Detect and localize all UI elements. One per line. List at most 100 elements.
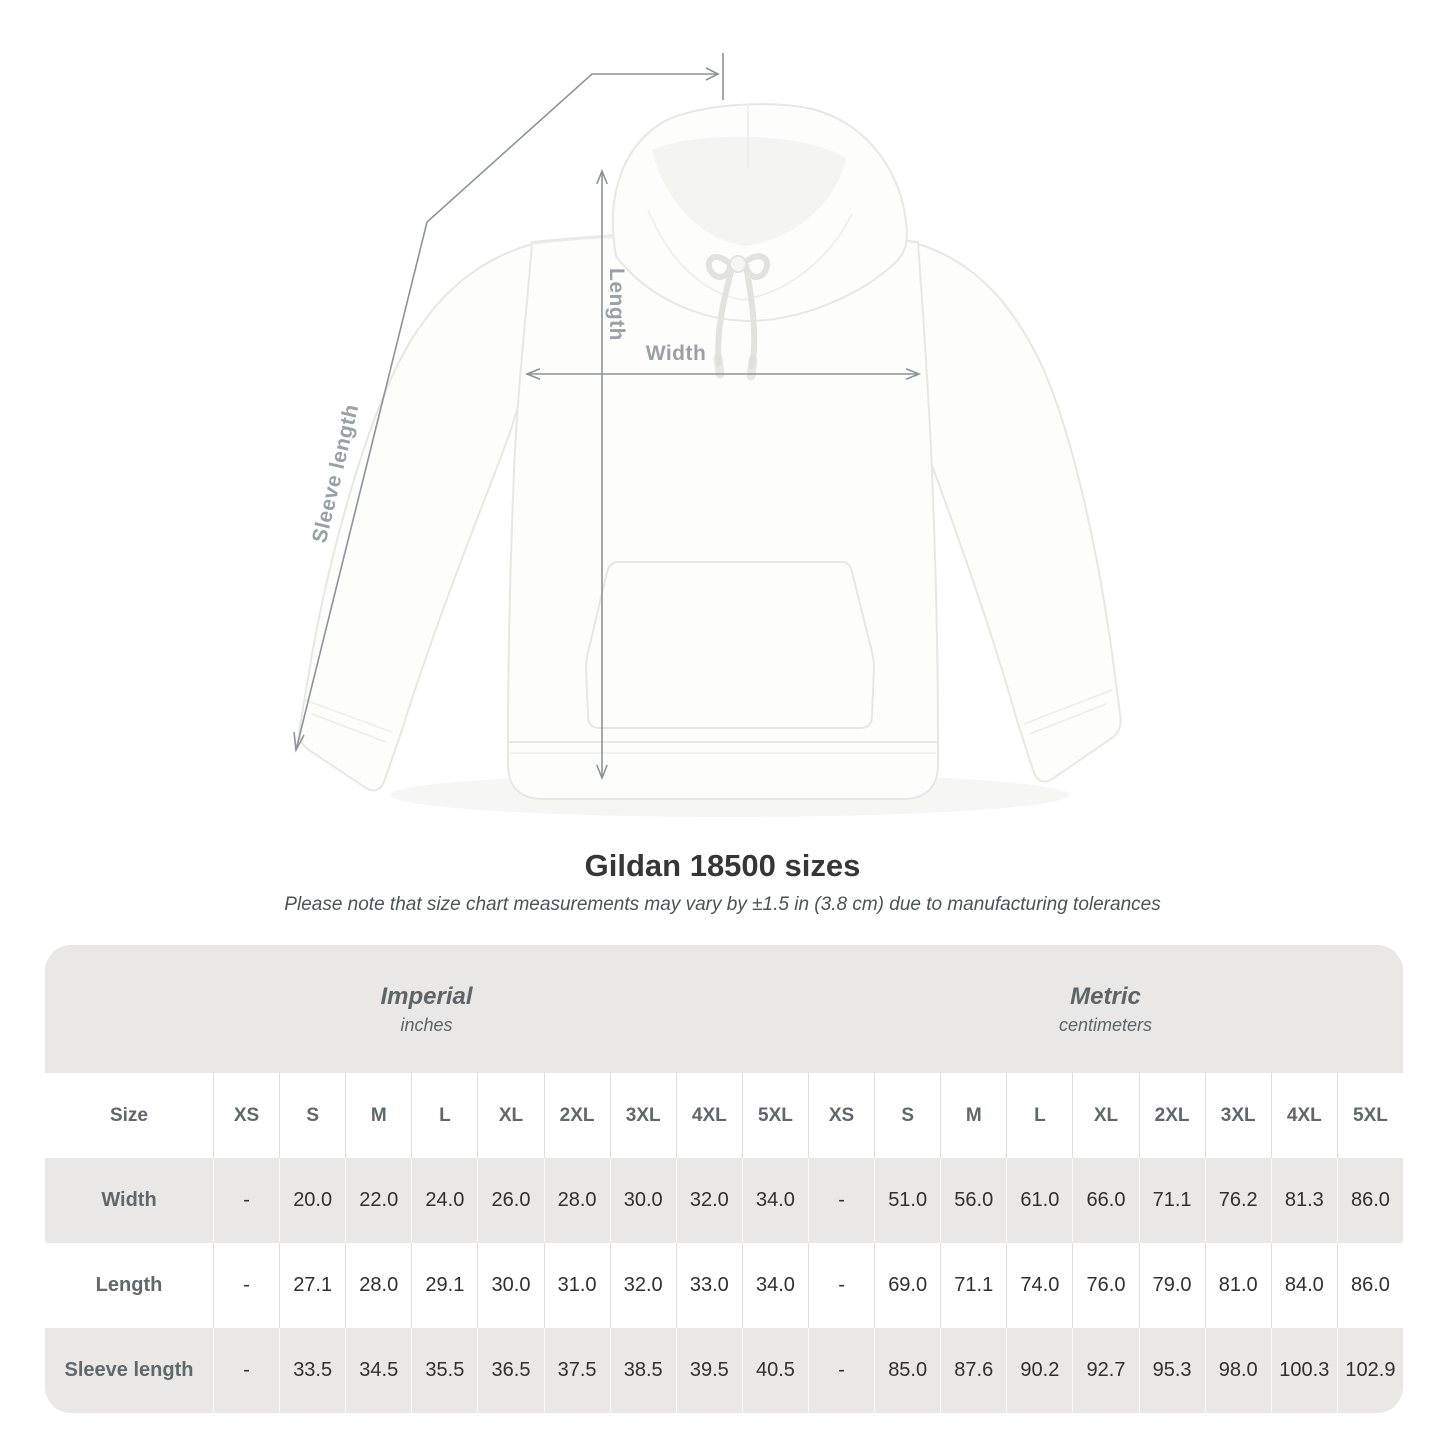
col-header-imperial-2xl: 2XL	[543, 1073, 610, 1158]
arrowhead	[596, 764, 608, 781]
cell: 32.0	[675, 1158, 742, 1243]
cell: 51.0	[874, 1158, 941, 1243]
col-header-metric-4xl: 4XL	[1270, 1073, 1337, 1158]
cell: 32.0	[609, 1243, 676, 1328]
arrowhead	[293, 731, 305, 753]
kangaroo-pocket	[584, 561, 876, 729]
length-label: Length	[605, 268, 628, 341]
cell: 76.2	[1204, 1158, 1271, 1243]
col-header-imperial-xs: XS	[213, 1073, 280, 1158]
cell: 34.5	[345, 1328, 412, 1413]
cell: 36.5	[477, 1328, 544, 1413]
row-label-length: Length	[45, 1243, 213, 1328]
cell: -	[213, 1158, 280, 1243]
cell: -	[808, 1158, 875, 1243]
cell: 29.1	[411, 1243, 478, 1328]
metric-group-header: Metric centimeters	[808, 945, 1403, 1073]
col-header-metric-2xl: 2XL	[1138, 1073, 1205, 1158]
cell: 28.0	[345, 1243, 412, 1328]
metric-unit: centimeters	[1058, 1014, 1153, 1035]
size-column-header: Size	[45, 1073, 213, 1158]
cell: -	[808, 1243, 875, 1328]
arrowhead	[705, 67, 720, 81]
size-table: Imperial inches Metric centimeters Size …	[45, 945, 1403, 1413]
cell: 98.0	[1204, 1328, 1271, 1413]
col-header-metric-xs: XS	[808, 1073, 875, 1158]
cell: 71.1	[940, 1243, 1007, 1328]
cell: 26.0	[477, 1158, 544, 1243]
cell: 100.3	[1270, 1328, 1337, 1413]
hem-band	[507, 741, 939, 801]
cell: 38.5	[609, 1328, 676, 1413]
metric-label: Metric	[1070, 982, 1141, 1010]
hoodie-diagram: Sleeve length Length Width	[293, 53, 1122, 817]
cell: 69.0	[874, 1243, 941, 1328]
cell: 76.0	[1072, 1243, 1139, 1328]
hoodie-illustration: Sleeve length Length Width	[293, 53, 1122, 817]
cell: 33.0	[675, 1243, 742, 1328]
cell: 87.6	[940, 1328, 1007, 1413]
col-header-imperial-l: L	[411, 1073, 478, 1158]
arrowhead	[524, 368, 541, 380]
cell: 102.9	[1336, 1328, 1403, 1413]
imperial-unit: inches	[400, 1014, 453, 1035]
row-label-width: Width	[45, 1158, 213, 1243]
col-header-metric-5xl: 5XL	[1336, 1073, 1403, 1158]
cell: 40.5	[741, 1328, 808, 1413]
cell: 95.3	[1138, 1328, 1205, 1413]
cell: 84.0	[1270, 1243, 1337, 1328]
cell: 34.0	[741, 1158, 808, 1243]
col-header-imperial-m: M	[345, 1073, 412, 1158]
cell: 31.0	[543, 1243, 610, 1328]
cell: 74.0	[1006, 1243, 1073, 1328]
cell: 39.5	[675, 1328, 742, 1413]
cell: 79.0	[1138, 1243, 1205, 1328]
col-header-metric-l: L	[1006, 1073, 1073, 1158]
col-header-metric-m: M	[940, 1073, 1007, 1158]
cell: -	[213, 1328, 280, 1413]
width-measure: Width	[524, 342, 922, 380]
cell: 81.3	[1270, 1158, 1337, 1243]
arrowhead	[596, 168, 608, 185]
col-header-imperial-3xl: 3XL	[609, 1073, 676, 1158]
cell: 56.0	[940, 1158, 1007, 1243]
cell: 24.0	[411, 1158, 478, 1243]
col-header-imperial-xl: XL	[477, 1073, 544, 1158]
cell: -	[808, 1328, 875, 1413]
cell: 34.0	[741, 1243, 808, 1328]
cell: 27.1	[279, 1243, 346, 1328]
tolerance-note: Please note that size chart measurements…	[284, 894, 1161, 915]
left-sleeve	[298, 242, 534, 792]
drawstrings	[705, 253, 771, 381]
col-header-metric-s: S	[874, 1073, 941, 1158]
cell: 85.0	[874, 1328, 941, 1413]
cell: 22.0	[345, 1158, 412, 1243]
row-label-sleeve-length: Sleeve length	[45, 1328, 213, 1413]
cell: 90.2	[1006, 1328, 1073, 1413]
cell: 28.0	[543, 1158, 610, 1243]
col-header-metric-xl: XL	[1072, 1073, 1139, 1158]
imperial-label: Imperial	[380, 982, 473, 1010]
cell: 30.0	[609, 1158, 676, 1243]
cell: 37.5	[543, 1328, 610, 1413]
cell: 66.0	[1072, 1158, 1139, 1243]
cell: 81.0	[1204, 1243, 1271, 1328]
cell: 61.0	[1006, 1158, 1073, 1243]
arrowhead	[905, 368, 922, 380]
col-header-imperial-s: S	[279, 1073, 346, 1158]
cell: 86.0	[1336, 1243, 1403, 1328]
cell: 30.0	[477, 1243, 544, 1328]
cell: 20.0	[279, 1158, 346, 1243]
cell: -	[213, 1243, 280, 1328]
width-label: Width	[646, 342, 707, 365]
col-header-imperial-5xl: 5XL	[741, 1073, 808, 1158]
cell: 86.0	[1336, 1158, 1403, 1243]
hood	[611, 103, 908, 323]
cell: 92.7	[1072, 1328, 1139, 1413]
right-sleeve	[906, 242, 1122, 783]
cell: 33.5	[279, 1328, 346, 1413]
drawstring-knot	[729, 255, 747, 273]
length-measure: Length	[596, 168, 628, 781]
page-title: Gildan 18500 sizes	[584, 848, 861, 883]
